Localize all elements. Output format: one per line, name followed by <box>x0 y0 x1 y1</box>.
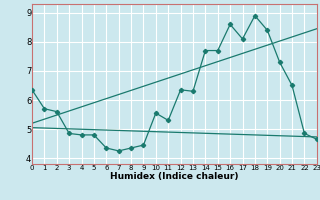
X-axis label: Humidex (Indice chaleur): Humidex (Indice chaleur) <box>110 172 239 181</box>
